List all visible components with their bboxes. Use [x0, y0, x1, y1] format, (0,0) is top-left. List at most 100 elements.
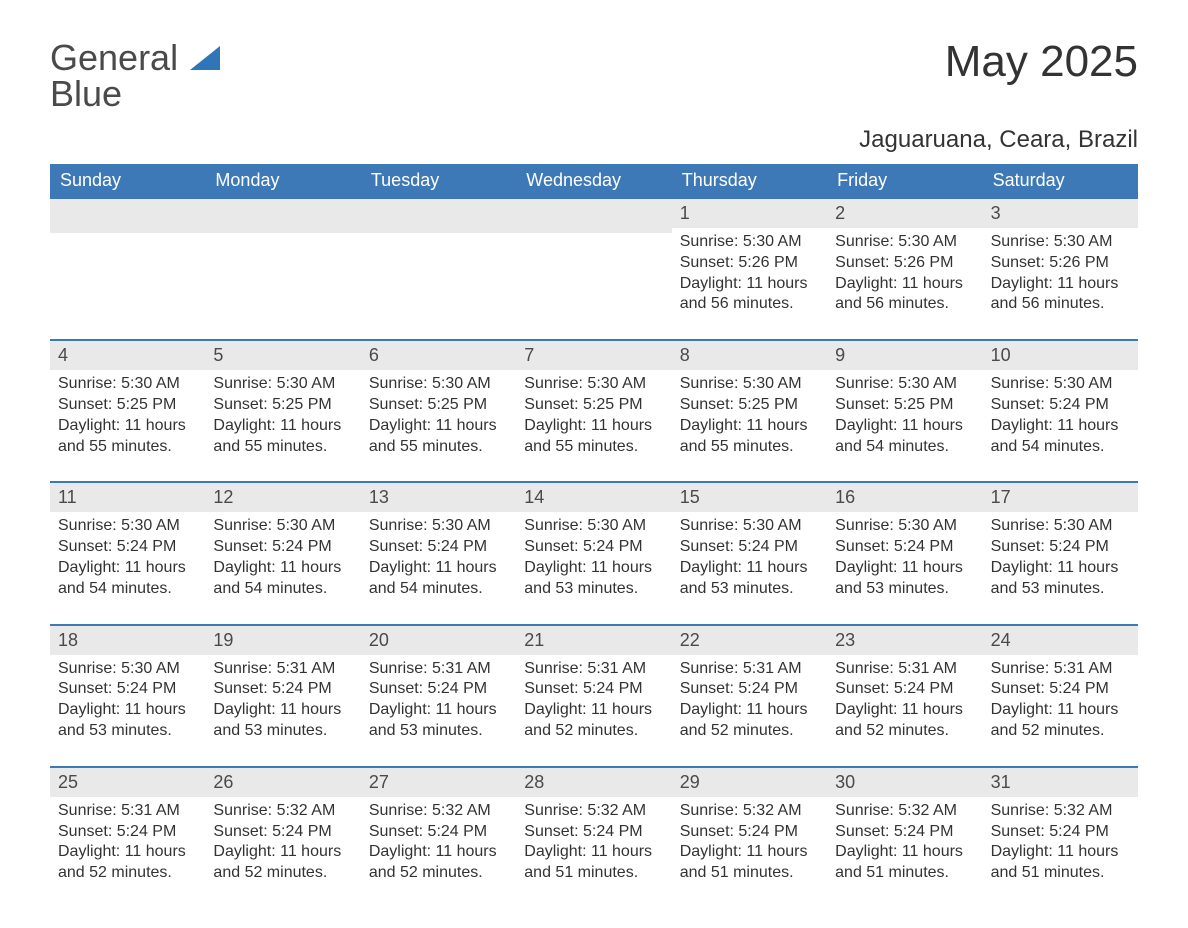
sunrise-text: Sunrise: 5:30 AM: [680, 374, 819, 395]
sunrise-text: Sunrise: 5:32 AM: [524, 801, 663, 822]
sunrise-text: Sunrise: 5:30 AM: [991, 232, 1130, 253]
sunset-text: Sunset: 5:25 PM: [835, 395, 974, 416]
cell-content: Sunrise: 5:30 AMSunset: 5:25 PMDaylight:…: [205, 370, 360, 461]
month-title: May 2025: [945, 40, 1138, 84]
sunrise-text: Sunrise: 5:30 AM: [991, 516, 1130, 537]
cell-content: Sunrise: 5:32 AMSunset: 5:24 PMDaylight:…: [516, 797, 671, 888]
calendar-cell: [361, 199, 516, 319]
daylight-text: Daylight: 11 hours and 55 minutes.: [369, 416, 508, 458]
cell-content: Sunrise: 5:30 AMSunset: 5:24 PMDaylight:…: [50, 655, 205, 746]
day-header-cell: Thursday: [672, 164, 827, 199]
calendar-cell: 5Sunrise: 5:30 AMSunset: 5:25 PMDaylight…: [205, 341, 360, 461]
sunset-text: Sunset: 5:24 PM: [835, 822, 974, 843]
sunset-text: Sunset: 5:25 PM: [524, 395, 663, 416]
daylight-text: Daylight: 11 hours and 55 minutes.: [58, 416, 197, 458]
sunset-text: Sunset: 5:24 PM: [991, 822, 1130, 843]
sunrise-text: Sunrise: 5:31 AM: [991, 659, 1130, 680]
day-header-cell: Wednesday: [516, 164, 671, 199]
sunrise-text: Sunrise: 5:32 AM: [835, 801, 974, 822]
cell-content: Sunrise: 5:30 AMSunset: 5:25 PMDaylight:…: [516, 370, 671, 461]
sunset-text: Sunset: 5:24 PM: [524, 822, 663, 843]
week-row: 11Sunrise: 5:30 AMSunset: 5:24 PMDayligh…: [50, 481, 1138, 603]
cell-content: Sunrise: 5:32 AMSunset: 5:24 PMDaylight:…: [361, 797, 516, 888]
calendar-cell: 12Sunrise: 5:30 AMSunset: 5:24 PMDayligh…: [205, 483, 360, 603]
calendar-cell: 15Sunrise: 5:30 AMSunset: 5:24 PMDayligh…: [672, 483, 827, 603]
date-number: 26: [205, 768, 360, 797]
date-number: 30: [827, 768, 982, 797]
calendar-cell: 4Sunrise: 5:30 AMSunset: 5:25 PMDaylight…: [50, 341, 205, 461]
sunrise-text: Sunrise: 5:30 AM: [835, 232, 974, 253]
cell-content: Sunrise: 5:30 AMSunset: 5:26 PMDaylight:…: [827, 228, 982, 319]
daylight-text: Daylight: 11 hours and 56 minutes.: [680, 274, 819, 316]
daylight-text: Daylight: 11 hours and 51 minutes.: [680, 842, 819, 884]
cell-content: Sunrise: 5:30 AMSunset: 5:24 PMDaylight:…: [983, 370, 1138, 461]
sunrise-text: Sunrise: 5:32 AM: [680, 801, 819, 822]
daylight-text: Daylight: 11 hours and 54 minutes.: [835, 416, 974, 458]
calendar-cell: 7Sunrise: 5:30 AMSunset: 5:25 PMDaylight…: [516, 341, 671, 461]
sunrise-text: Sunrise: 5:30 AM: [213, 374, 352, 395]
cell-content: Sunrise: 5:30 AMSunset: 5:26 PMDaylight:…: [672, 228, 827, 319]
cell-content: Sunrise: 5:30 AMSunset: 5:25 PMDaylight:…: [827, 370, 982, 461]
day-header-row: SundayMondayTuesdayWednesdayThursdayFrid…: [50, 164, 1138, 199]
daylight-text: Daylight: 11 hours and 53 minutes.: [524, 558, 663, 600]
sunrise-text: Sunrise: 5:31 AM: [680, 659, 819, 680]
daylight-text: Daylight: 11 hours and 56 minutes.: [835, 274, 974, 316]
cell-content: Sunrise: 5:30 AMSunset: 5:24 PMDaylight:…: [672, 512, 827, 603]
daylight-text: Daylight: 11 hours and 53 minutes.: [991, 558, 1130, 600]
date-number: 9: [827, 341, 982, 370]
calendar-cell: 11Sunrise: 5:30 AMSunset: 5:24 PMDayligh…: [50, 483, 205, 603]
daylight-text: Daylight: 11 hours and 52 minutes.: [58, 842, 197, 884]
daylight-text: Daylight: 11 hours and 53 minutes.: [835, 558, 974, 600]
date-number: 15: [672, 483, 827, 512]
daylight-text: Daylight: 11 hours and 54 minutes.: [991, 416, 1130, 458]
calendar-cell: 23Sunrise: 5:31 AMSunset: 5:24 PMDayligh…: [827, 626, 982, 746]
daylight-text: Daylight: 11 hours and 53 minutes.: [369, 700, 508, 742]
daylight-text: Daylight: 11 hours and 51 minutes.: [835, 842, 974, 884]
date-number: 13: [361, 483, 516, 512]
sunset-text: Sunset: 5:24 PM: [524, 537, 663, 558]
week-row: 25Sunrise: 5:31 AMSunset: 5:24 PMDayligh…: [50, 766, 1138, 888]
date-number: [516, 199, 671, 233]
sunset-text: Sunset: 5:24 PM: [213, 822, 352, 843]
date-number: 20: [361, 626, 516, 655]
calendar-cell: 25Sunrise: 5:31 AMSunset: 5:24 PMDayligh…: [50, 768, 205, 888]
sunset-text: Sunset: 5:24 PM: [213, 537, 352, 558]
date-number: 16: [827, 483, 982, 512]
header: General Blue May 2025: [50, 40, 1138, 112]
title-block: May 2025: [945, 40, 1138, 84]
cell-content: Sunrise: 5:32 AMSunset: 5:24 PMDaylight:…: [205, 797, 360, 888]
sunrise-text: Sunrise: 5:30 AM: [58, 374, 197, 395]
daylight-text: Daylight: 11 hours and 53 minutes.: [58, 700, 197, 742]
daylight-text: Daylight: 11 hours and 54 minutes.: [213, 558, 352, 600]
sunset-text: Sunset: 5:25 PM: [58, 395, 197, 416]
daylight-text: Daylight: 11 hours and 53 minutes.: [680, 558, 819, 600]
sunset-text: Sunset: 5:24 PM: [369, 822, 508, 843]
cell-content: Sunrise: 5:30 AMSunset: 5:24 PMDaylight:…: [516, 512, 671, 603]
calendar-cell: 6Sunrise: 5:30 AMSunset: 5:25 PMDaylight…: [361, 341, 516, 461]
sunrise-text: Sunrise: 5:32 AM: [369, 801, 508, 822]
sunrise-text: Sunrise: 5:31 AM: [369, 659, 508, 680]
calendar-cell: 19Sunrise: 5:31 AMSunset: 5:24 PMDayligh…: [205, 626, 360, 746]
calendar-cell: [205, 199, 360, 319]
calendar-cell: 13Sunrise: 5:30 AMSunset: 5:24 PMDayligh…: [361, 483, 516, 603]
sunset-text: Sunset: 5:26 PM: [680, 253, 819, 274]
calendar-cell: 2Sunrise: 5:30 AMSunset: 5:26 PMDaylight…: [827, 199, 982, 319]
sunrise-text: Sunrise: 5:31 AM: [58, 801, 197, 822]
week-row: 1Sunrise: 5:30 AMSunset: 5:26 PMDaylight…: [50, 199, 1138, 319]
cell-content: Sunrise: 5:31 AMSunset: 5:24 PMDaylight:…: [205, 655, 360, 746]
sunrise-text: Sunrise: 5:30 AM: [835, 516, 974, 537]
week-row: 18Sunrise: 5:30 AMSunset: 5:24 PMDayligh…: [50, 624, 1138, 746]
date-number: [205, 199, 360, 233]
daylight-text: Daylight: 11 hours and 55 minutes.: [524, 416, 663, 458]
cell-content: Sunrise: 5:31 AMSunset: 5:24 PMDaylight:…: [827, 655, 982, 746]
daylight-text: Daylight: 11 hours and 55 minutes.: [680, 416, 819, 458]
sunrise-text: Sunrise: 5:30 AM: [213, 516, 352, 537]
date-number: 3: [983, 199, 1138, 228]
daylight-text: Daylight: 11 hours and 52 minutes.: [213, 842, 352, 884]
date-number: 10: [983, 341, 1138, 370]
daylight-text: Daylight: 11 hours and 52 minutes.: [524, 700, 663, 742]
sunset-text: Sunset: 5:24 PM: [369, 537, 508, 558]
cell-content: Sunrise: 5:32 AMSunset: 5:24 PMDaylight:…: [827, 797, 982, 888]
calendar-cell: 21Sunrise: 5:31 AMSunset: 5:24 PMDayligh…: [516, 626, 671, 746]
calendar-cell: 29Sunrise: 5:32 AMSunset: 5:24 PMDayligh…: [672, 768, 827, 888]
